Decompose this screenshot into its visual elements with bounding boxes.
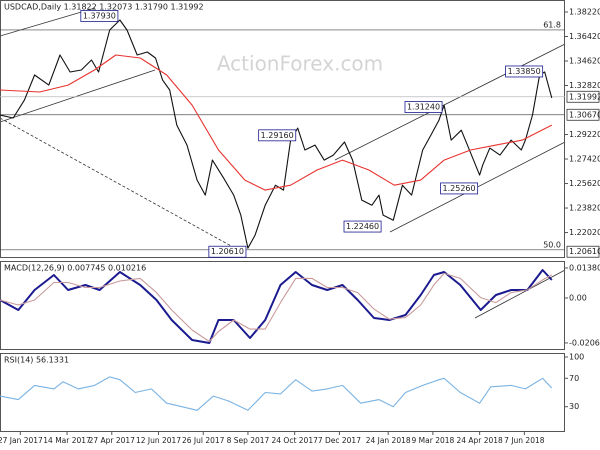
panel-frame — [0, 353, 565, 432]
trend-line — [0, 7, 96, 37]
panel-title: MACD(12,26,9) 0.007745 0.010216 — [4, 264, 146, 273]
y-tick-label: 0.00 — [569, 293, 587, 302]
annotation-label: 1.20610 — [211, 247, 244, 256]
y-tick-label: 70 — [569, 374, 579, 383]
annotation-label: 1.22460 — [346, 222, 379, 231]
fib-label: 50.0 — [543, 240, 561, 249]
y-tick-label: 1.32820 — [569, 81, 600, 90]
watermark: ActionForex.com — [217, 52, 383, 76]
fib-label: 61.8 — [543, 20, 561, 29]
y-tick-label: 1.22020 — [569, 228, 600, 237]
y-tick-label: 1.23820 — [569, 204, 600, 213]
y-tick-label: 100 — [569, 352, 584, 361]
plot-area — [0, 376, 553, 411]
price-marker-label: 1.20610 — [569, 247, 600, 256]
y-tick-label: 1.36420 — [569, 32, 600, 41]
y-tick-label: -0.020648 — [569, 338, 600, 347]
y-tick-label: 1.38220 — [569, 7, 600, 16]
trend-line — [0, 117, 243, 253]
price-marker-box — [566, 108, 600, 121]
price-marker-box — [566, 90, 600, 103]
channel-upper — [334, 43, 566, 161]
price-marker-box — [566, 245, 600, 258]
x-tick-label: 24 Jan 2018 — [366, 436, 411, 445]
x-tick-label: 14 Mar 2017 — [43, 436, 91, 445]
annotation-box — [208, 245, 247, 258]
x-tick-label: 12 Jun 2017 — [136, 436, 181, 445]
x-tick-label: 24 Oct 2017 — [272, 436, 319, 445]
y-tick-label: 30 — [569, 402, 579, 411]
panel-title: RSI(14) 56.1331 — [4, 356, 69, 365]
annotation-box — [258, 129, 297, 142]
x-tick-label: 9 Mar 2018 — [412, 436, 455, 445]
annotation-label: 1.29160 — [261, 131, 294, 140]
x-tick-label: 8 Sep 2017 — [227, 436, 270, 445]
annotation-box — [343, 220, 382, 233]
annotation-label: 1.37930 — [83, 11, 116, 20]
price-marker-label: 1.30670 — [569, 110, 600, 119]
series-line — [0, 54, 553, 191]
y-tick-label: 1.34620 — [569, 56, 600, 65]
annotation-box — [80, 10, 119, 22]
x-tick-label: 27 Apr 2017 — [89, 436, 136, 445]
x-tick-label: 24 Apr 2018 — [456, 436, 503, 445]
plot-area — [0, 269, 553, 344]
y-tick-label: 1.29220 — [569, 130, 600, 139]
x-tick-label: 7 Dec 2017 — [318, 436, 361, 445]
x-tick-label: 26 Jul 2017 — [182, 436, 225, 445]
y-tick-label: 1.25620 — [569, 179, 600, 188]
series-line — [0, 272, 553, 343]
y-tick-label: 1.27420 — [569, 155, 600, 164]
series-line — [0, 376, 553, 411]
panel-frame — [0, 0, 565, 258]
annotation-box — [404, 101, 443, 113]
annotation-label: 1.25260 — [443, 184, 476, 193]
annotation-box — [505, 65, 544, 78]
x-tick-label: 7 Jun 2018 — [504, 436, 545, 445]
annotation-label: 1.31240 — [407, 103, 440, 112]
price-marker-label: 1.31992 — [569, 92, 600, 101]
panel-title: USDCAD,Daily 1.31822 1.32073 1.31790 1.3… — [4, 3, 204, 12]
series-line — [0, 269, 553, 344]
trend-line — [0, 69, 156, 123]
annotation-box — [440, 182, 479, 195]
x-tick-label: 27 Jan 2017 — [0, 436, 43, 445]
panel-frame — [0, 261, 565, 350]
y-tick-label: 0.013802 — [569, 263, 600, 272]
plot-area — [0, 19, 565, 251]
annotation-label: 1.33850 — [508, 67, 541, 76]
